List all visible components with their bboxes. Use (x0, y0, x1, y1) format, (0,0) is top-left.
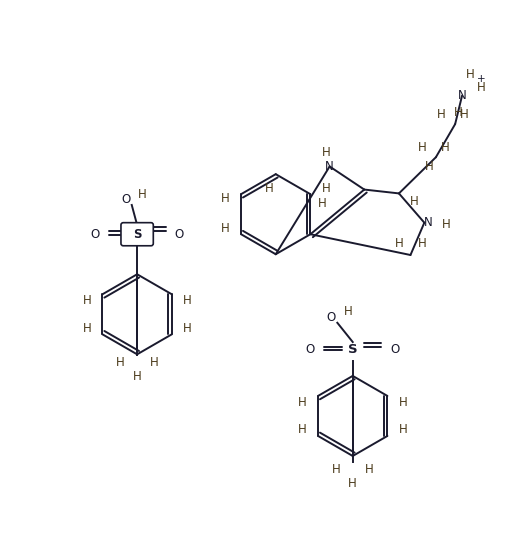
Text: O: O (327, 311, 336, 324)
Text: H: H (265, 181, 274, 195)
Text: H: H (183, 294, 192, 307)
Text: N: N (458, 89, 467, 102)
Text: H: H (298, 423, 307, 436)
Text: H: H (298, 395, 307, 409)
Text: H: H (442, 218, 450, 231)
Text: H: H (426, 160, 434, 173)
Text: H: H (321, 146, 330, 159)
Text: H: H (466, 67, 474, 81)
Text: H: H (418, 237, 427, 250)
Text: H: H (221, 191, 230, 205)
Text: H: H (395, 237, 403, 250)
Text: H: H (365, 463, 374, 476)
Text: H: H (418, 142, 427, 154)
Text: H: H (133, 370, 142, 383)
Text: H: H (183, 322, 192, 335)
Text: H: H (331, 463, 340, 476)
Text: H: H (454, 106, 463, 119)
Text: O: O (175, 228, 184, 241)
Text: H: H (82, 294, 92, 307)
Text: H: H (348, 477, 357, 490)
Text: S: S (348, 343, 358, 356)
Text: H: H (437, 108, 446, 121)
Text: H: H (82, 322, 92, 335)
Text: H: H (440, 142, 450, 154)
Text: N: N (424, 216, 433, 229)
Text: O: O (121, 193, 130, 206)
FancyBboxPatch shape (121, 223, 153, 246)
Text: H: H (344, 305, 353, 318)
Text: O: O (306, 343, 315, 356)
Text: N: N (325, 160, 334, 173)
Text: H: H (318, 197, 326, 210)
Text: H: H (221, 222, 230, 234)
Text: H: H (398, 423, 407, 436)
Text: H: H (149, 356, 159, 369)
Text: +: + (477, 74, 486, 84)
Text: H: H (398, 395, 407, 409)
Text: O: O (390, 343, 400, 356)
Text: O: O (90, 228, 99, 241)
Text: H: H (477, 81, 486, 95)
Text: H: H (138, 189, 147, 201)
Text: H: H (410, 195, 419, 207)
Text: H: H (321, 181, 330, 195)
Text: S: S (133, 228, 142, 241)
Text: H: H (460, 108, 469, 121)
Text: H: H (116, 356, 124, 369)
